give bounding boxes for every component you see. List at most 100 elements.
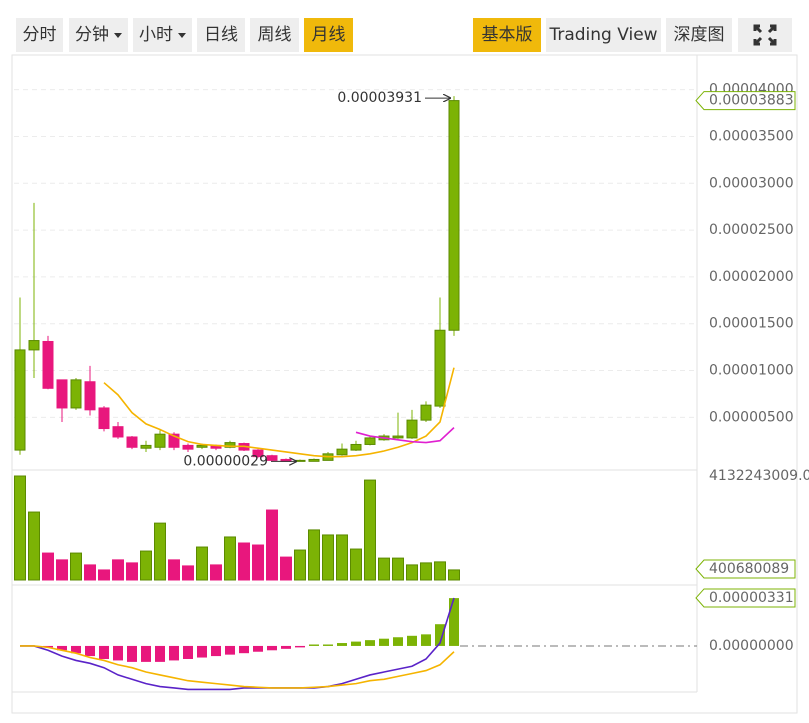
interval-button[interactable]: 分时 <box>16 18 63 52</box>
fullscreen-icon <box>753 24 777 46</box>
y-tick-label: 0.00003500 <box>709 128 794 144</box>
macd-bar <box>71 645 81 654</box>
y-tick-label: 0.00000000 <box>709 638 794 654</box>
macd-bar <box>85 645 95 657</box>
candle-body <box>448 100 460 331</box>
candle-body <box>406 419 418 439</box>
macd-bar <box>421 634 431 646</box>
macd-bar <box>113 645 123 661</box>
y-tick-label: 0.00001500 <box>709 316 794 332</box>
volume-bar <box>140 550 152 581</box>
volume-bar <box>42 552 54 581</box>
volume-bar <box>294 549 306 581</box>
macd-bar <box>43 645 53 648</box>
candle-body <box>154 433 166 448</box>
candle-body <box>378 435 390 441</box>
candle-body <box>28 340 40 351</box>
candle-body <box>98 407 110 430</box>
y-tick-label: 0.00000500 <box>709 409 794 425</box>
last-value-label: 0.00000331 <box>709 590 794 606</box>
candle-body <box>322 453 334 461</box>
volume-bar <box>28 511 40 581</box>
volume-bar <box>448 569 460 581</box>
macd-bar <box>57 645 67 651</box>
candle-body <box>224 442 236 448</box>
macd-bar <box>393 637 403 646</box>
macd-bar <box>337 643 347 646</box>
chart-frame <box>11 54 798 714</box>
interval-button[interactable]: 日线 <box>197 18 245 52</box>
last-value-label: 0.00003883 <box>709 93 794 109</box>
macd-bar <box>197 645 207 658</box>
volume-bar <box>336 534 348 581</box>
last-value-tag <box>695 559 796 579</box>
last-value-label: 400680089 <box>709 561 789 577</box>
candle-body <box>126 436 138 448</box>
candle-body <box>266 455 278 461</box>
macd-bar <box>127 645 137 662</box>
volume-bar <box>406 564 418 581</box>
extreme-label: 0.00000029 <box>183 453 268 469</box>
candle-body <box>84 381 96 411</box>
volume-bar <box>252 544 264 581</box>
y-tick-label: 4132243009.00 <box>709 468 809 484</box>
last-value-tag <box>695 91 796 111</box>
candle-body <box>196 444 208 448</box>
y-tick-label: 0.00002000 <box>709 269 794 285</box>
view-button[interactable]: Trading View <box>546 18 661 52</box>
macd-bar <box>435 624 445 646</box>
interval-button[interactable]: 月线 <box>304 18 353 52</box>
view-button[interactable]: 深度图 <box>666 18 732 52</box>
volume-bar <box>98 569 110 581</box>
volume-bar <box>378 557 390 581</box>
macd-bar <box>225 645 235 655</box>
candle-body <box>112 426 124 438</box>
volume-bar <box>70 552 82 581</box>
macd-bar <box>323 644 333 646</box>
volume-bar <box>154 522 166 581</box>
extreme-label: 0.00003931 <box>337 90 422 106</box>
volume-bar <box>434 561 446 581</box>
volume-bar <box>112 559 124 581</box>
y-tick-label: 0.00004000 <box>709 82 794 98</box>
y-tick-label: 0.00001000 <box>709 363 794 379</box>
volume-bar <box>238 542 250 581</box>
macd-bar <box>99 645 109 659</box>
macd-bar <box>267 645 277 651</box>
macd-bar <box>239 645 249 654</box>
macd-bar <box>211 645 221 657</box>
interval-button[interactable]: 分钟 <box>69 18 128 52</box>
volume-bar <box>84 564 96 581</box>
macd-bar <box>155 645 165 662</box>
interval-button[interactable]: 小时 <box>133 18 192 52</box>
volume-bar <box>322 534 334 581</box>
view-button[interactable]: 基本版 <box>473 18 541 52</box>
volume-bar <box>14 475 26 581</box>
volume-bar <box>350 548 362 581</box>
macd-bar <box>449 598 459 646</box>
indicator-line <box>103 367 455 458</box>
candle-body <box>14 349 26 451</box>
volume-bar <box>280 556 292 581</box>
macd-bar <box>309 644 319 646</box>
candle-body <box>210 444 222 449</box>
indicator-line <box>20 645 455 689</box>
macd-bar <box>141 645 151 662</box>
candle-body <box>56 379 68 409</box>
macd-bar <box>183 645 193 659</box>
macd-bar <box>169 645 179 661</box>
macd-bar <box>281 645 291 649</box>
y-tick-label: 0.00002500 <box>709 222 794 238</box>
volume-bar <box>224 536 236 581</box>
y-tick-label: 0.00003000 <box>709 175 794 191</box>
volume-bar <box>168 559 180 581</box>
volume-bar <box>364 479 376 581</box>
macd-bar <box>407 635 417 646</box>
candle-body <box>238 443 250 451</box>
interval-button[interactable]: 周线 <box>250 18 299 52</box>
macd-bar <box>253 645 263 652</box>
volume-bar <box>210 564 222 581</box>
candle-body <box>350 443 362 451</box>
fullscreen-button[interactable] <box>738 18 792 52</box>
